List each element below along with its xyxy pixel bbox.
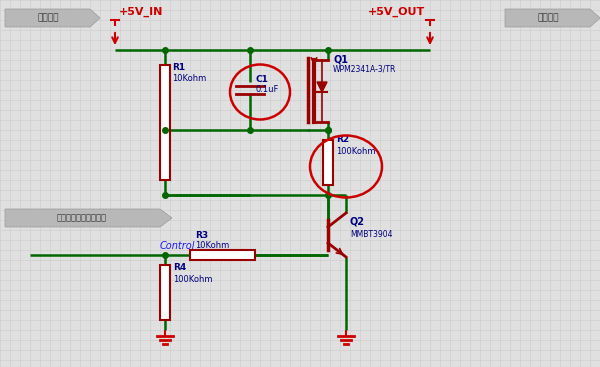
- Text: 100Kohm: 100Kohm: [336, 147, 376, 156]
- Text: R1: R1: [172, 63, 185, 72]
- Text: Control: Control: [160, 241, 196, 251]
- Text: R3: R3: [195, 231, 208, 240]
- Text: 输入信号控制电源开关: 输入信号控制电源开关: [57, 214, 107, 222]
- Text: 10Kohm: 10Kohm: [172, 74, 206, 83]
- Text: 100Kohm: 100Kohm: [173, 275, 212, 284]
- Bar: [323, 140, 333, 185]
- FancyArrow shape: [5, 9, 100, 27]
- Text: +5V_IN: +5V_IN: [119, 7, 163, 17]
- FancyArrow shape: [505, 9, 600, 27]
- Polygon shape: [317, 82, 327, 92]
- Bar: [160, 265, 170, 320]
- Text: 0.1uF: 0.1uF: [256, 85, 280, 94]
- Text: 电源输出: 电源输出: [537, 14, 559, 22]
- FancyArrow shape: [5, 209, 172, 227]
- Text: MMBT3904: MMBT3904: [350, 230, 392, 239]
- Text: Q2: Q2: [350, 217, 365, 227]
- Bar: [160, 65, 170, 180]
- Text: 10Kohm: 10Kohm: [195, 241, 229, 250]
- Text: WPM2341A-3/TR: WPM2341A-3/TR: [333, 65, 397, 74]
- Text: Q1: Q1: [333, 54, 348, 64]
- Text: R2: R2: [336, 135, 349, 144]
- Bar: [190, 250, 255, 260]
- Text: +5V_OUT: +5V_OUT: [368, 7, 425, 17]
- Text: 电源输入: 电源输入: [37, 14, 59, 22]
- Text: R4: R4: [173, 263, 186, 272]
- Text: C1: C1: [256, 75, 269, 84]
